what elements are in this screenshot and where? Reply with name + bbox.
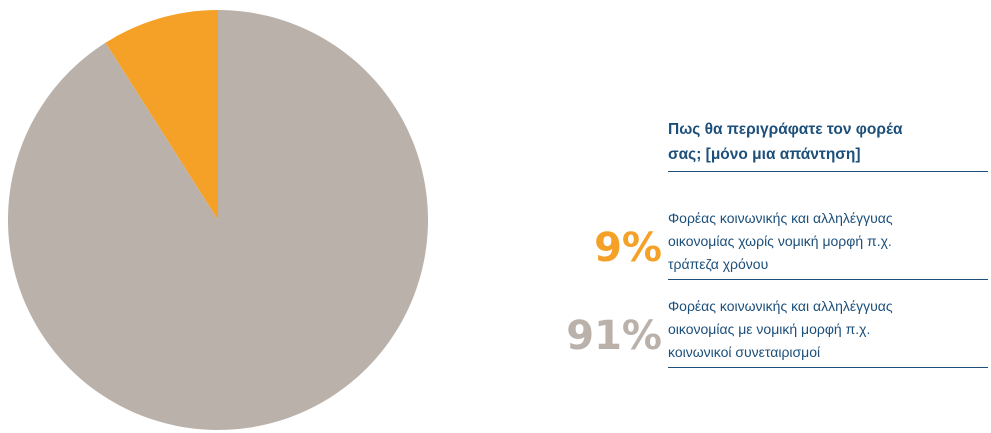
chart-title-line: Πως θα περιγράφατε τον φορέα [668,121,903,138]
slice-percent-label: 91% [566,313,662,359]
pie-slice-91 [7,10,428,430]
legend-description-line: οικονομίας χωρίς νομική μορφή π.χ. [668,233,892,249]
chart-title-line: σας; [μόνο μια απάντηση] [668,146,861,163]
legend-description-line: τράπεζα χρόνου [668,256,769,272]
legend-description-line: οικονομίας με νομική μορφή π.χ. [668,321,871,337]
legend-description-line: κοινωνικοί συνεταιρισμοί [668,344,821,360]
pie-chart [7,10,428,430]
slice-percent-label: 9% [594,225,662,271]
legend-description-line: Φορέας κοινωνικής και αλληλέγγυας [668,210,893,226]
chart-title: Πως θα περιγράφατε τον φορέα σας; [μόνο … [668,117,988,172]
legend-description: Φορέας κοινωνικής και αλληλέγγυας οικονο… [668,295,988,368]
legend-description-line: Φορέας κοινωνικής και αλληλέγγυας [668,298,893,314]
pie-slice-9 [105,10,218,220]
legend-description: Φορέας κοινωνικής και αλληλέγγυας οικονο… [668,207,988,280]
